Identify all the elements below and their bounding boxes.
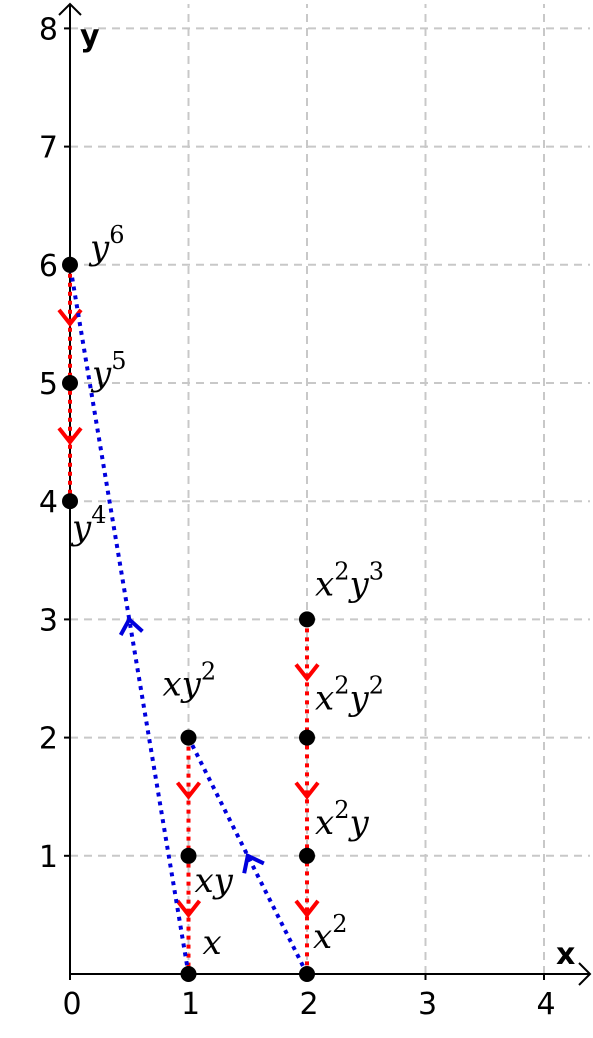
point-3 xyxy=(180,729,197,746)
point-label-8: x2y xyxy=(315,796,369,843)
red-arrow-1 xyxy=(57,426,83,446)
y-tick-label-8: 8 xyxy=(39,12,58,47)
red-arrow-6 xyxy=(294,899,320,919)
axes xyxy=(58,2,592,986)
point-7 xyxy=(299,729,315,746)
point-label-3: xy2 xyxy=(163,658,217,705)
y-tick-label-6: 6 xyxy=(39,249,58,284)
point-8 xyxy=(299,847,315,864)
point-label-9: x2 xyxy=(313,910,347,957)
blue-arrow-1 xyxy=(242,852,265,874)
point-label-7: x2y2 xyxy=(315,672,384,719)
red-arrow-3 xyxy=(175,899,202,919)
x-tick-label-2: 2 xyxy=(299,987,318,1022)
data-points xyxy=(62,256,315,982)
point-label-5: x xyxy=(203,923,222,963)
y-tick-label-3: 3 xyxy=(39,603,58,638)
point-2 xyxy=(62,493,78,510)
tick-labels: 0 1 2 3 4 1 2 3 4 5 6 7 8 xyxy=(39,12,556,1022)
point-label-1: y5 xyxy=(90,347,127,394)
blue-path-0 xyxy=(68,264,191,975)
x-tick-label-1: 1 xyxy=(181,987,200,1022)
point-label-6: x2y3 xyxy=(315,557,384,604)
red-arrow-5 xyxy=(294,781,320,800)
x-axis-label: x xyxy=(556,937,575,972)
y-axis-label: y xyxy=(80,19,100,54)
point-6 xyxy=(299,611,315,628)
x-tick-label-0: 0 xyxy=(62,987,81,1022)
blue-arrow-0 xyxy=(118,616,144,636)
point-4 xyxy=(180,847,197,864)
point-9 xyxy=(299,966,315,982)
x-axis-arrow xyxy=(578,962,592,986)
y-tick-label-1: 1 xyxy=(39,840,58,875)
point-label-2: y4 xyxy=(70,501,107,548)
point-label-0: y6 xyxy=(88,221,125,268)
y-tick-label-5: 5 xyxy=(39,367,58,402)
blue-paths xyxy=(68,264,309,975)
x-tick-label-4: 4 xyxy=(536,987,555,1022)
y-tick-label-4: 4 xyxy=(39,485,58,520)
red-arrow-4 xyxy=(294,663,320,682)
point-5 xyxy=(180,966,197,982)
point-label-4: xy xyxy=(195,861,234,901)
y-tick-label-7: 7 xyxy=(39,131,58,166)
point-1 xyxy=(62,375,78,391)
point-labels: y6 y5 y4 xy2 xy x x2y3 x2y2 x2y x2 xyxy=(70,221,384,963)
x-tick-label-3: 3 xyxy=(418,987,437,1022)
point-0 xyxy=(62,256,78,273)
y-tick-label-2: 2 xyxy=(39,722,58,757)
y-axis-arrow xyxy=(58,2,82,16)
red-arrow-2 xyxy=(175,781,202,800)
